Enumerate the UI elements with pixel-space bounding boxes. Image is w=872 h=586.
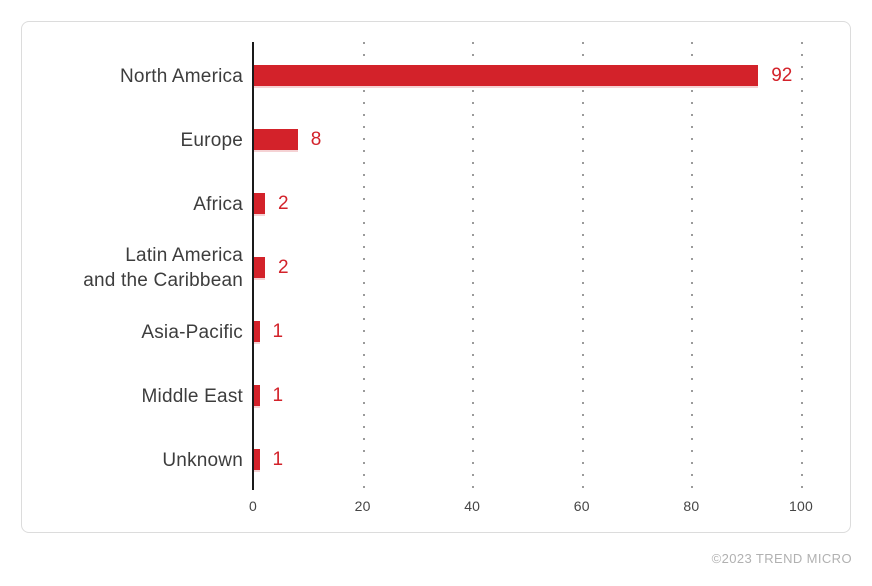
gridline [691, 42, 694, 490]
value-label: 2 [278, 193, 289, 214]
bar-row: Middle East 1 [22, 364, 850, 428]
x-tick-label: 0 [249, 498, 257, 514]
gridline [581, 42, 584, 490]
bar [254, 320, 260, 344]
bar-row: North America 92 [22, 44, 850, 108]
x-tick-label: 40 [464, 498, 481, 514]
category-label: Unknown [162, 449, 243, 471]
category-label: North America [120, 65, 243, 87]
value-label: 2 [278, 257, 289, 278]
y-axis-line [252, 42, 254, 490]
bar [254, 256, 265, 280]
chart-plot: North America 92 Europe 8 Africa 2 Latin… [22, 42, 850, 492]
value-label: 92 [771, 65, 793, 86]
bar [254, 448, 260, 472]
grid-layer [254, 42, 803, 490]
x-axis: 0 20 40 60 80 100 [249, 498, 813, 518]
chart-card: North America 92 Europe 8 Africa 2 Latin… [21, 21, 851, 533]
bar-row: Africa 2 [22, 172, 850, 236]
bar-row: Asia-Pacific 1 [22, 300, 850, 364]
value-label: 1 [272, 385, 284, 406]
value-label: 1 [272, 321, 284, 342]
gridline [472, 42, 475, 490]
category-label: Africa [193, 193, 243, 215]
bar-row: Latin America and the Caribbean 2 [22, 236, 850, 300]
x-tick-label: 60 [573, 498, 590, 514]
x-tick-label: 80 [683, 498, 700, 514]
copyright-text: ©2023 TREND MICRO [711, 551, 852, 566]
category-label: Middle East [141, 385, 243, 407]
category-label: Asia-Pacific [141, 321, 243, 343]
gridline [801, 42, 803, 490]
bar [254, 192, 265, 216]
x-tick-label: 20 [354, 498, 371, 514]
value-label: 8 [310, 129, 322, 150]
category-label: Europe [180, 129, 243, 151]
bar [254, 128, 298, 152]
bar [254, 384, 260, 408]
category-label: Latin America and the Caribbean [83, 245, 243, 291]
bar-row: Europe 8 [22, 108, 850, 172]
bar-rows: North America 92 Europe 8 Africa 2 Latin… [22, 44, 850, 492]
x-tick-label: 100 [789, 498, 813, 514]
gridline [362, 42, 365, 490]
bar-row: Unknown 1 [22, 428, 850, 492]
value-label: 1 [272, 449, 284, 470]
bar [254, 64, 759, 88]
